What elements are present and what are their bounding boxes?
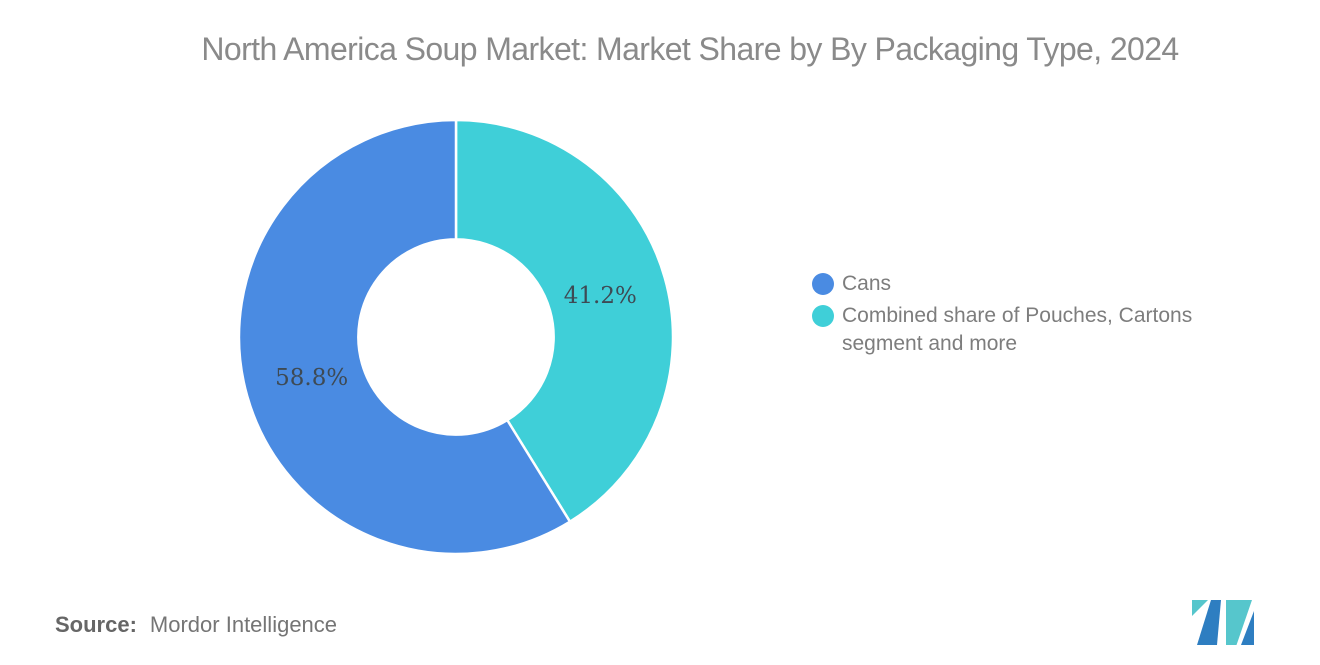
donut-slice-1 bbox=[454, 118, 675, 523]
legend-item-cans: Cans bbox=[812, 270, 1234, 298]
legend-swatch-cans bbox=[812, 273, 834, 295]
legend-item-combined: Combined share of Pouches, Cartons segme… bbox=[812, 302, 1234, 358]
chart-title: North America Soup Market: Market Share … bbox=[201, 31, 1179, 67]
legend-label-cans: Cans bbox=[842, 272, 892, 295]
donut-slice-0 bbox=[237, 118, 572, 556]
slice-label-combined: 41.2% bbox=[563, 283, 637, 310]
slice-label-cans: 58.8% bbox=[275, 364, 349, 391]
source-line: Source: Mordor Intelligence bbox=[55, 612, 337, 638]
legend-swatch-combined bbox=[812, 305, 834, 327]
mordor-intelligence-logo bbox=[1192, 600, 1254, 645]
donut-chart bbox=[237, 118, 675, 556]
source-value: Mordor Intelligence bbox=[149, 612, 338, 637]
legend: Cans Combined share of Pouches, Cartons … bbox=[812, 270, 1234, 358]
legend-label-combined: Combined share of Pouches, Cartons segme… bbox=[842, 304, 1193, 355]
source-label: Source: bbox=[55, 612, 137, 637]
